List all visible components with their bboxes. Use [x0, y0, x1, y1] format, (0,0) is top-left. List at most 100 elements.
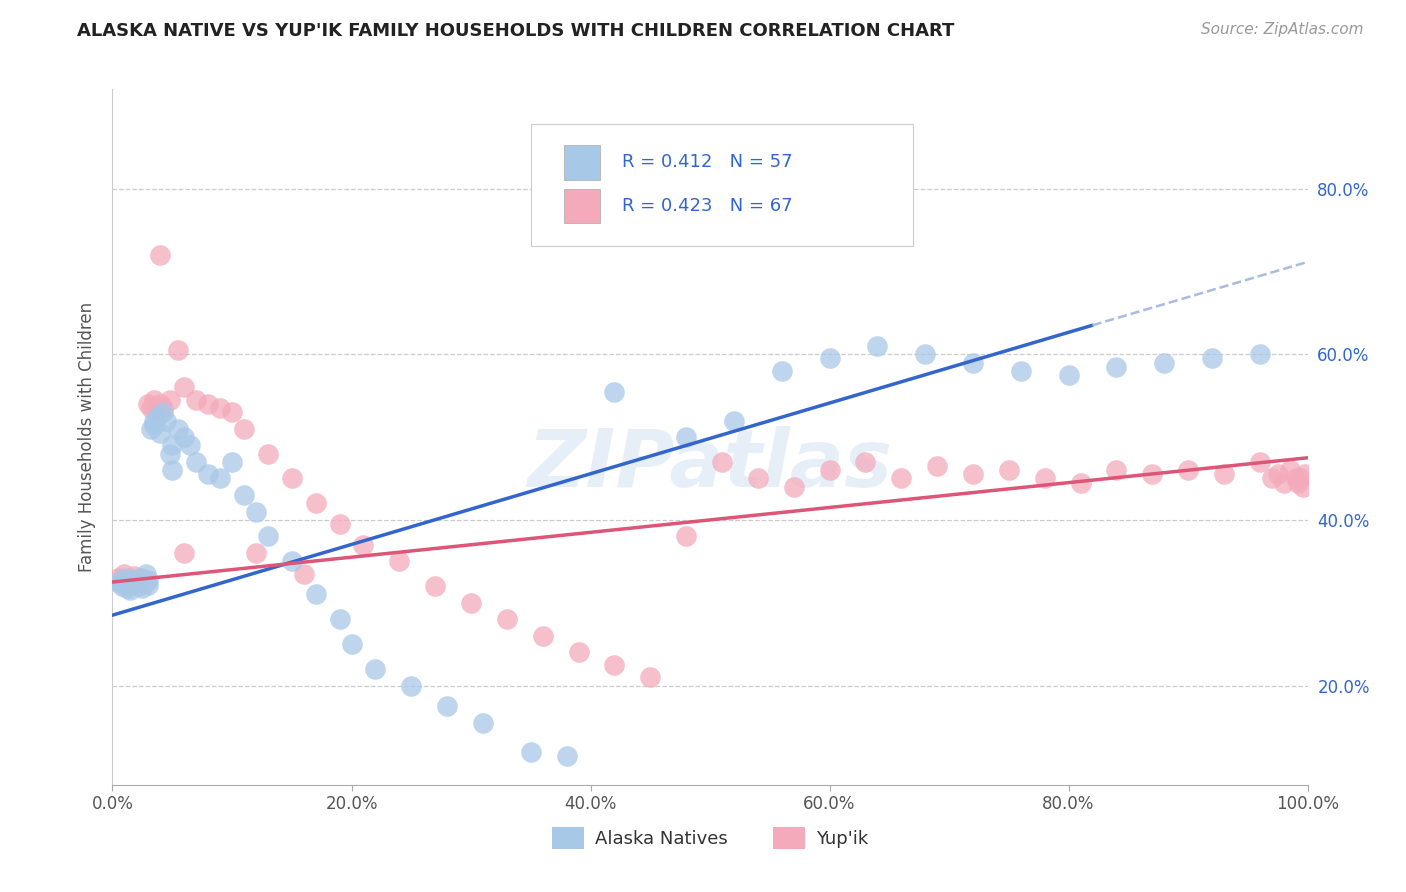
Point: [305, 496, 328, 510]
Point: [914, 347, 936, 361]
Point: [149, 248, 172, 262]
Point: [139, 401, 162, 415]
Point: [1272, 475, 1295, 490]
Point: [135, 574, 157, 589]
Point: [855, 455, 877, 469]
Point: [138, 397, 160, 411]
Point: [1201, 351, 1223, 366]
Point: [1010, 364, 1032, 378]
Point: [401, 679, 423, 693]
Point: [143, 392, 166, 407]
Point: [149, 425, 172, 440]
Point: [122, 574, 145, 589]
Point: [782, 480, 804, 494]
Point: [866, 339, 889, 353]
Point: [173, 430, 195, 444]
Point: [138, 573, 160, 587]
Point: [1261, 471, 1284, 485]
Point: [159, 392, 181, 407]
Point: [1267, 467, 1289, 482]
Point: [233, 488, 256, 502]
Point: [1213, 467, 1236, 482]
Point: [472, 715, 495, 730]
Point: [186, 455, 208, 469]
Point: [711, 455, 734, 469]
Point: [1033, 471, 1056, 485]
Point: [675, 529, 697, 543]
Point: [173, 380, 195, 394]
Point: [531, 629, 554, 643]
Point: [233, 422, 256, 436]
Point: [603, 657, 626, 672]
Point: [111, 574, 134, 589]
Point: [1278, 463, 1301, 477]
Point: [520, 745, 543, 759]
Point: [179, 438, 201, 452]
Point: [131, 581, 153, 595]
Text: Source: ZipAtlas.com: Source: ZipAtlas.com: [1201, 22, 1364, 37]
Point: [197, 397, 219, 411]
Bar: [564, 145, 600, 179]
Point: [128, 579, 150, 593]
Point: [818, 351, 841, 366]
Text: ALASKA NATIVE VS YUP'IK FAMILY HOUSEHOLDS WITH CHILDREN CORRELATION CHART: ALASKA NATIVE VS YUP'IK FAMILY HOUSEHOLD…: [77, 22, 955, 40]
Point: [496, 612, 519, 626]
Point: [115, 579, 138, 593]
Point: [962, 467, 984, 482]
Point: [1105, 359, 1128, 374]
Point: [1294, 467, 1316, 482]
Text: R = 0.412   N = 57: R = 0.412 N = 57: [621, 153, 792, 171]
Point: [135, 566, 157, 581]
Text: R = 0.423   N = 67: R = 0.423 N = 67: [621, 197, 792, 215]
Point: [143, 413, 166, 427]
Point: [128, 571, 150, 585]
Point: [460, 596, 482, 610]
Point: [998, 463, 1021, 477]
Point: [131, 571, 153, 585]
Point: [352, 538, 374, 552]
Point: [152, 405, 174, 419]
Point: [340, 637, 363, 651]
Point: [209, 401, 232, 415]
Point: [139, 422, 162, 436]
Point: [114, 566, 135, 581]
Point: [1289, 471, 1312, 485]
Point: [555, 748, 578, 763]
Point: [162, 463, 183, 477]
Point: [305, 587, 328, 601]
Y-axis label: Family Households with Children: Family Households with Children: [77, 302, 96, 572]
Legend: Alaska Natives, Yup'ik: Alaska Natives, Yup'ik: [544, 820, 876, 856]
Point: [962, 355, 984, 369]
Point: [257, 529, 280, 543]
Point: [155, 413, 177, 427]
Point: [388, 554, 411, 568]
Point: [125, 574, 148, 589]
Point: [568, 645, 591, 659]
Point: [197, 467, 219, 482]
Point: [146, 405, 169, 419]
Point: [675, 430, 697, 444]
Point: [1177, 463, 1199, 477]
Point: [122, 569, 145, 583]
FancyBboxPatch shape: [531, 124, 914, 245]
Point: [1153, 355, 1175, 369]
Point: [186, 392, 208, 407]
Point: [146, 409, 169, 424]
Point: [221, 405, 243, 419]
Point: [1105, 463, 1128, 477]
Point: [364, 662, 387, 676]
Point: [927, 458, 949, 473]
Point: [1057, 368, 1080, 382]
Point: [281, 471, 304, 485]
Point: [281, 554, 304, 568]
Point: [167, 422, 190, 436]
Point: [1285, 471, 1308, 485]
Point: [125, 577, 148, 591]
Point: [221, 455, 243, 469]
Point: [173, 546, 195, 560]
Point: [818, 463, 841, 477]
Point: [747, 471, 769, 485]
Point: [436, 699, 458, 714]
Point: [167, 343, 190, 357]
Point: [425, 579, 447, 593]
